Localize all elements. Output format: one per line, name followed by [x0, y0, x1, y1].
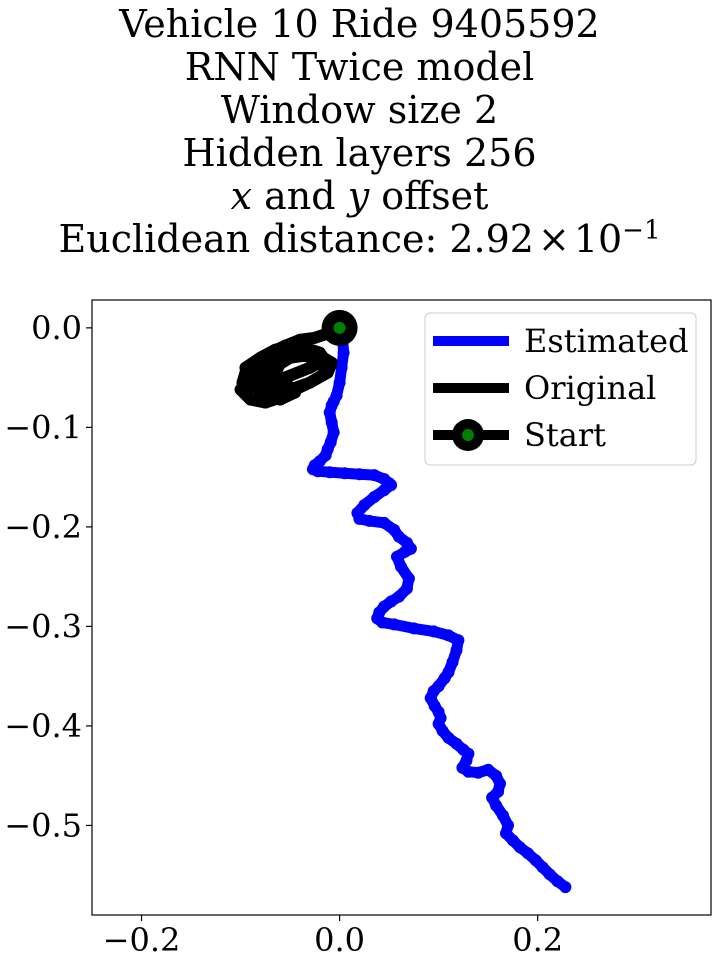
data-point-estimated [378, 484, 391, 497]
data-point-estimated [497, 809, 509, 822]
legend-swatch-start-dot [462, 429, 474, 441]
chart-title-line-5: x and y offset [0, 174, 719, 218]
chart-title-line-1: Vehicle 10 Ride 9405592 [119, 2, 600, 46]
data-point-original [264, 379, 277, 392]
data-point-estimated [446, 656, 459, 669]
data-point-estimated [338, 467, 351, 480]
data-point-estimated [427, 625, 440, 638]
x-tick-label: 0.2 [512, 921, 563, 959]
data-point-estimated [368, 469, 381, 482]
data-point-original [303, 376, 316, 389]
title-offset-text: offset [369, 174, 489, 218]
y-tick-label: −0.1 [4, 408, 82, 446]
data-point-estimated [323, 406, 336, 419]
data-point-estimated [407, 622, 420, 635]
data-point-original [321, 361, 334, 374]
y-tick-label: −0.4 [4, 707, 82, 745]
data-point-original [244, 393, 257, 406]
title-y-symbol: y [347, 174, 370, 218]
data-point-original [249, 381, 262, 394]
y-tick-label: −0.2 [4, 508, 82, 546]
data-point-estimated [311, 465, 324, 478]
data-point-estimated [400, 582, 413, 595]
data-point-original [254, 351, 267, 364]
chart-title-line-3: Window size 2 [220, 88, 499, 132]
chart-title-line-4: Hidden layers 256 [182, 131, 537, 175]
legend-box [424, 312, 697, 466]
y-tick-label: 0.0 [31, 309, 82, 347]
start-marker-dot [333, 321, 346, 334]
data-point-estimated [353, 512, 366, 525]
data-point-estimated [442, 629, 455, 642]
data-point-estimated [368, 491, 381, 503]
data-point-original [274, 393, 287, 406]
data-point-original [264, 366, 277, 379]
data-point-original [244, 371, 257, 384]
data-point-original [298, 349, 311, 362]
series-estimated [306, 321, 572, 894]
data-point-estimated [335, 361, 348, 374]
data-point-estimated [472, 766, 485, 779]
data-point-estimated [378, 516, 391, 529]
data-point-estimated [391, 550, 403, 563]
plot-frame [91, 299, 712, 916]
legend-label-estimated: Estimated [524, 322, 689, 360]
data-point-estimated [333, 376, 346, 389]
data-point-original [259, 389, 272, 402]
data-point-estimated [323, 466, 336, 479]
title-and-text: and [252, 174, 348, 218]
data-point-original [313, 353, 326, 366]
data-point-original [254, 371, 267, 384]
data-point-estimated [490, 799, 503, 812]
data-point-original [308, 331, 321, 344]
data-point-estimated [327, 426, 340, 439]
data-point-estimated [337, 346, 350, 359]
data-point-estimated [388, 618, 401, 631]
title-distance-prefix: Euclidean distance: 2.92 [58, 217, 534, 261]
data-point-estimated [462, 765, 475, 778]
data-point-estimated [521, 847, 534, 860]
x-tick-label: 0.0 [314, 921, 365, 959]
y-tick-label: −0.3 [4, 607, 82, 645]
data-point-estimated [363, 514, 376, 527]
title-times-symbol: × [537, 217, 570, 261]
data-point-original [274, 357, 287, 370]
series-layer [234, 309, 572, 894]
data-point-original [284, 351, 297, 364]
data-point-original [234, 383, 247, 396]
data-point-estimated [395, 560, 407, 573]
data-point-original [239, 361, 252, 374]
data-point-original [284, 339, 297, 352]
data-point-original [289, 386, 301, 399]
chart-title-line-6: Euclidean distance: 2.92 × 10−1 [0, 217, 719, 261]
ticks-layer: −0.2 0.0 0.2 0.0 −0.1 −0.2 −0.3 −0.4 −0.5 [4, 309, 563, 959]
data-point-estimated [559, 881, 572, 894]
data-point-estimated [450, 644, 463, 657]
data-point-estimated [376, 616, 389, 629]
data-point-estimated [452, 634, 465, 647]
data-point-estimated [543, 868, 556, 881]
title-exponent: −1 [622, 215, 661, 246]
title-exponent-base: 10 [573, 217, 623, 261]
data-point-original [274, 371, 287, 384]
data-point-estimated [353, 468, 366, 481]
title-x-symbol: x [230, 174, 253, 218]
legend-label-start: Start [524, 416, 606, 454]
y-tick-label: −0.5 [4, 806, 82, 844]
data-point-estimated [402, 572, 415, 585]
x-tick-label: −0.2 [103, 921, 181, 959]
data-point-original [303, 361, 316, 374]
data-point-estimated [325, 416, 338, 429]
data-point-estimated [358, 499, 371, 511]
legend: Estimated Original Start [424, 312, 697, 466]
series-original [234, 321, 346, 409]
chart-title-line-2: RNN Twice model [184, 45, 535, 89]
legend-label-original: Original [524, 369, 656, 407]
